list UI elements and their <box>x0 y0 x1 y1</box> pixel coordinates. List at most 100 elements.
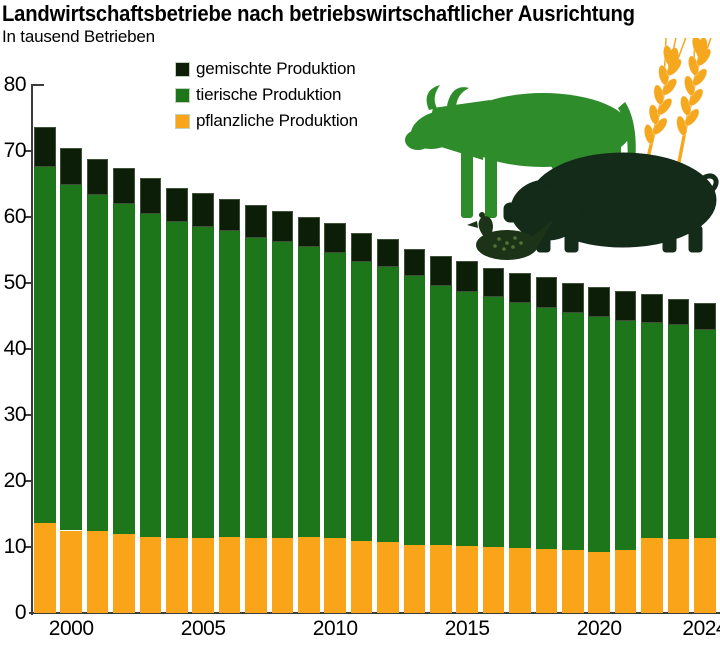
bar-2013-segment-pflanzliche <box>403 545 426 613</box>
bar-2012-segment-gemischte <box>377 239 399 268</box>
y-tick-label: 0 <box>14 601 27 624</box>
chart-subtitle: In tausend Betrieben <box>2 27 155 46</box>
bar-2008-segment-pflanzliche <box>271 538 294 613</box>
bar-2006-segment-tierische <box>218 230 241 538</box>
bar-2015-segment-gemischte <box>456 261 478 292</box>
legend-swatch-tierische-icon <box>176 88 189 102</box>
legend-item-gemischte: gemischte Produktion <box>176 56 358 82</box>
bar-2023-segment-gemischte <box>667 298 690 326</box>
bar-2006-segment-pflanzliche <box>218 537 241 613</box>
bar-2010-segment-tierische <box>324 252 346 539</box>
bar-2011-segment-pflanzliche <box>350 541 373 613</box>
legend: gemischte Produktion tierische Produktio… <box>176 56 358 134</box>
bar-2009-segment-tierische <box>298 246 320 538</box>
legend-item-tierische: tierische Produktion <box>176 82 358 108</box>
bar-2013-segment-tierische <box>403 275 426 545</box>
bar-1999-segment-tierische <box>34 166 56 524</box>
x-tick-label: 2005 <box>180 617 226 640</box>
legend-label: gemischte Produktion <box>196 59 356 78</box>
bar-2010-segment-gemischte <box>324 222 346 253</box>
bar-2000-segment-gemischte <box>60 147 82 186</box>
y-tick <box>24 546 32 548</box>
bar-2006-segment-gemischte <box>218 199 241 231</box>
bar-2012-segment-pflanzliche <box>377 542 399 613</box>
y-tick <box>24 150 32 152</box>
bar-2020-segment-tierische <box>588 316 610 553</box>
bar-2020-segment-pflanzliche <box>588 552 610 613</box>
bar-2010-segment-pflanzliche <box>324 538 346 613</box>
bar-2017-segment-gemischte <box>509 273 531 303</box>
bar-2000-segment-tierische <box>60 185 82 531</box>
bar-2011-segment-tierische <box>350 261 373 542</box>
bar-2009-segment-pflanzliche <box>298 537 320 613</box>
y-tick-label: 30 <box>3 403 27 426</box>
bar-2004-segment-pflanzliche <box>166 537 188 613</box>
chart-title: Landwirtschaftsbetriebe nach betriebswir… <box>2 1 635 26</box>
bar-2016-segment-pflanzliche <box>482 547 505 613</box>
bar-2024-segment-tierische <box>694 329 716 539</box>
y-tick <box>24 480 32 482</box>
x-tick-label: 2020 <box>576 617 622 640</box>
bar-2019-segment-gemischte <box>562 283 584 313</box>
bar-2003-segment-tierische <box>139 213 162 538</box>
bar-2024-segment-pflanzliche <box>694 538 716 613</box>
bar-2012-segment-tierische <box>377 267 399 543</box>
bar-2019-segment-pflanzliche <box>562 550 584 613</box>
hen-icon <box>467 212 554 260</box>
y-tick-label: 60 <box>3 205 27 228</box>
bar-2001-segment-gemischte <box>86 158 109 196</box>
bar-2023-segment-tierische <box>667 325 690 540</box>
bar-2005-segment-gemischte <box>192 193 214 227</box>
y-tick-label: 70 <box>3 139 27 162</box>
bar-2022-segment-pflanzliche <box>641 537 663 613</box>
bar-2021-segment-tierische <box>614 321 637 551</box>
y-tick <box>33 84 44 86</box>
bar-2007-segment-tierische <box>245 238 267 538</box>
legend-label: tierische Produktion <box>196 85 342 104</box>
bar-2001-segment-pflanzliche <box>86 531 109 613</box>
bar-2018-segment-pflanzliche <box>535 548 558 613</box>
bar-2000-segment-pflanzliche <box>60 530 82 613</box>
pig-icon <box>503 152 719 253</box>
bar-2015-segment-pflanzliche <box>456 545 478 613</box>
y-axis <box>31 84 33 615</box>
y-tick-label: 10 <box>3 535 27 558</box>
legend-item-pflanzliche: pflanzliche Produktion <box>176 108 358 134</box>
y-tick-label: 40 <box>3 337 27 360</box>
bar-2019-segment-tierische <box>562 312 584 551</box>
bar-2016-segment-gemischte <box>482 267 505 297</box>
bar-2002-segment-tierische <box>113 203 135 534</box>
bar-2004-segment-tierische <box>166 222 188 538</box>
bar-2018-segment-tierische <box>535 308 558 549</box>
wheat-icon <box>643 38 712 171</box>
bar-2014-segment-pflanzliche <box>430 545 452 613</box>
bar-2017-segment-tierische <box>509 302 531 549</box>
bar-2007-segment-gemischte <box>245 205 267 239</box>
y-tick <box>24 414 32 416</box>
bar-2024-segment-gemischte <box>694 303 716 330</box>
bar-2017-segment-pflanzliche <box>509 548 531 613</box>
legend-swatch-pflanzliche-icon <box>176 114 189 128</box>
y-tick-label: 80 <box>3 73 27 96</box>
y-tick <box>24 216 32 218</box>
bar-2002-segment-gemischte <box>113 168 135 204</box>
y-tick-label: 20 <box>3 469 27 492</box>
bar-2021-segment-pflanzliche <box>614 550 637 613</box>
bar-2005-segment-tierische <box>192 226 214 539</box>
bar-2022-segment-tierische <box>641 323 663 538</box>
bar-2016-segment-tierische <box>482 296 505 547</box>
bar-2005-segment-pflanzliche <box>192 538 214 613</box>
bar-1999-segment-pflanzliche <box>34 523 56 613</box>
bar-2004-segment-gemischte <box>166 187 188 223</box>
x-tick-label: 2015 <box>444 617 490 640</box>
bar-2008-segment-gemischte <box>271 211 294 243</box>
y-tick <box>24 348 32 350</box>
x-axis <box>29 612 720 614</box>
legend-swatch-gemischte-icon <box>176 62 189 76</box>
y-tick-label: 50 <box>3 271 27 294</box>
bar-2022-segment-gemischte <box>641 294 663 324</box>
bar-1999-segment-gemischte <box>34 127 56 167</box>
bar-2020-segment-gemischte <box>588 286 610 317</box>
bar-2023-segment-pflanzliche <box>667 539 690 613</box>
